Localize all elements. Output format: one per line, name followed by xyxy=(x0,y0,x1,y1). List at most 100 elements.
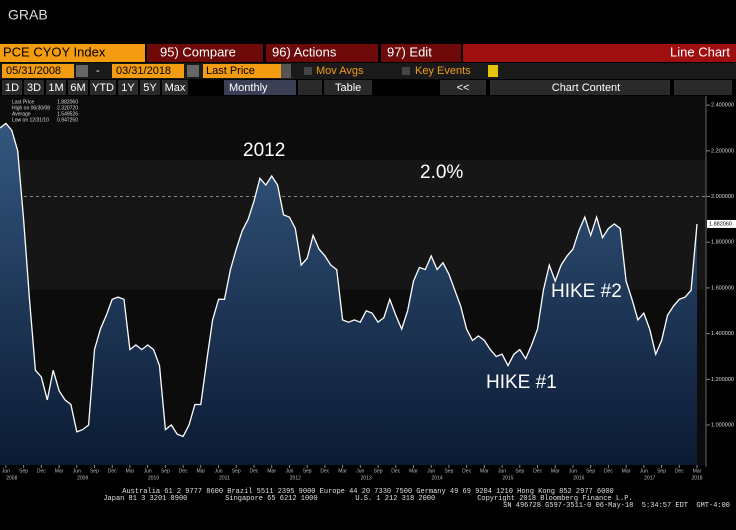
last-price-tag xyxy=(707,219,736,228)
area xyxy=(0,123,697,466)
x-tick-label: Sep xyxy=(90,468,99,474)
end-date: 03/31/2018 xyxy=(116,65,171,77)
range-button[interactable] xyxy=(162,80,188,95)
x-tick-label: Dec xyxy=(108,468,117,474)
range-label: 1D xyxy=(5,82,19,94)
year-label: 2015 xyxy=(502,475,513,481)
x-tick-label: Mar xyxy=(693,468,702,474)
x-tick-label: Dec xyxy=(250,468,259,474)
range-button[interactable] xyxy=(90,80,116,95)
view-label: Line Chart xyxy=(670,44,730,59)
legend-name: Last Price xyxy=(12,99,34,105)
year-label: 2014 xyxy=(432,475,443,481)
x-tick-label: Jun xyxy=(285,468,293,474)
last-price-label: 1.882060 xyxy=(709,221,732,227)
x-tick-label: Jun xyxy=(356,468,364,474)
option-label: Mov Avgs xyxy=(316,65,364,77)
field-dropdown[interactable] xyxy=(281,64,291,78)
range-button[interactable] xyxy=(2,80,22,95)
x-tick-label: Sep xyxy=(374,468,383,474)
x-tick-label: Dec xyxy=(320,468,329,474)
x-tick-label: Mar xyxy=(197,468,206,474)
x-tick-label: Jun xyxy=(640,468,648,474)
x-tick-label: Dec xyxy=(675,468,684,474)
calendar-icon[interactable] xyxy=(187,65,199,77)
button-label: 95) Compare xyxy=(160,44,236,59)
calendar-icon[interactable] xyxy=(76,65,88,77)
y-tick-label: 1.600000 xyxy=(711,285,734,291)
annotation: 2012 xyxy=(243,140,285,161)
x-tick-label: Sep xyxy=(161,468,170,474)
x-tick-label: Mar xyxy=(480,468,489,474)
x-tick-label: Dec xyxy=(37,468,46,474)
range-button[interactable] xyxy=(140,80,160,95)
x-tick-label: Mar xyxy=(55,468,64,474)
x-tick-label: Sep xyxy=(515,468,524,474)
range-label: 6M xyxy=(70,82,85,94)
ticker: PCE CYOY Index xyxy=(3,44,106,59)
start-date-box[interactable] xyxy=(2,64,74,78)
y-tick-label: 2.200000 xyxy=(711,148,734,154)
y-tick-label: 1.800000 xyxy=(711,240,734,246)
x-tick-label: Mar xyxy=(622,468,631,474)
range-button[interactable] xyxy=(68,80,88,95)
x-tick-label: Jun xyxy=(144,468,152,474)
range-button[interactable] xyxy=(118,80,138,95)
year-label: 2012 xyxy=(290,475,301,481)
legend-value: 2.320720 xyxy=(57,105,78,111)
annotation: HIKE #2 xyxy=(551,281,622,302)
x-tick-label: Dec xyxy=(179,468,188,474)
frequency: Monthly xyxy=(229,82,268,94)
y-tick-label: 2.000000 xyxy=(711,194,734,200)
compare-button[interactable] xyxy=(147,44,263,62)
range-label: 5Y xyxy=(143,82,157,94)
plot: 1.000000 1.200000 1.400000 1.600000 1.800000… xyxy=(0,96,736,481)
x-tick-label: Sep xyxy=(444,468,453,474)
frequency-box[interactable] xyxy=(224,80,296,95)
edit-button[interactable] xyxy=(381,44,461,62)
end-date-box[interactable] xyxy=(112,64,184,78)
legend-name: High on 06/30/08 xyxy=(12,105,50,111)
button-label: 97) Edit xyxy=(387,44,432,59)
x-tick-label: Sep xyxy=(657,468,666,474)
x-tick-label: Sep xyxy=(19,468,28,474)
line xyxy=(0,122,698,438)
range-button[interactable] xyxy=(46,80,66,95)
checkbox[interactable] xyxy=(304,67,312,75)
start-date: 05/31/2008 xyxy=(6,65,61,77)
footer-line: SN 496728 G597-3511-0 06-May-18 5:34:57 … xyxy=(503,502,730,510)
table-label: Table xyxy=(335,82,361,94)
x-tick-label: Jun xyxy=(498,468,506,474)
chart-content-label: Chart Content xyxy=(552,82,620,94)
nav-button[interactable] xyxy=(440,80,486,95)
ticker-box[interactable] xyxy=(0,44,145,62)
y-tick-label: 1.200000 xyxy=(711,377,734,383)
actions-button[interactable] xyxy=(266,44,378,62)
x-tick-label: Sep xyxy=(303,468,312,474)
settings-button[interactable] xyxy=(674,80,732,95)
x-tick-label: Jun xyxy=(73,468,81,474)
annotation: 2.0% xyxy=(420,162,463,183)
range-button[interactable] xyxy=(24,80,44,95)
field: Last Price xyxy=(206,65,255,77)
legend-name: Low on 12/31/10 xyxy=(12,117,49,123)
chart-icon[interactable] xyxy=(298,80,322,95)
chart-content-button[interactable] xyxy=(490,80,670,95)
range-label: Max xyxy=(165,82,186,94)
x-tick-label: Jun xyxy=(215,468,223,474)
info-icon[interactable] xyxy=(488,65,498,77)
button-label: 96) Actions xyxy=(272,44,337,59)
checkbox[interactable] xyxy=(402,67,410,75)
x-tick-label: Mar xyxy=(338,468,347,474)
annotation: HIKE #1 xyxy=(486,372,557,393)
option-label: Key Events xyxy=(415,65,471,77)
field-box[interactable] xyxy=(203,64,281,78)
year-label: 2009 xyxy=(77,475,88,481)
legend-value: 1.882060 xyxy=(57,99,78,105)
y-tick-label: 1.400000 xyxy=(711,331,734,337)
view-bar xyxy=(463,44,736,62)
table-button[interactable] xyxy=(324,80,372,95)
date-separator: - xyxy=(96,65,100,77)
year-label: 2017 xyxy=(644,475,655,481)
